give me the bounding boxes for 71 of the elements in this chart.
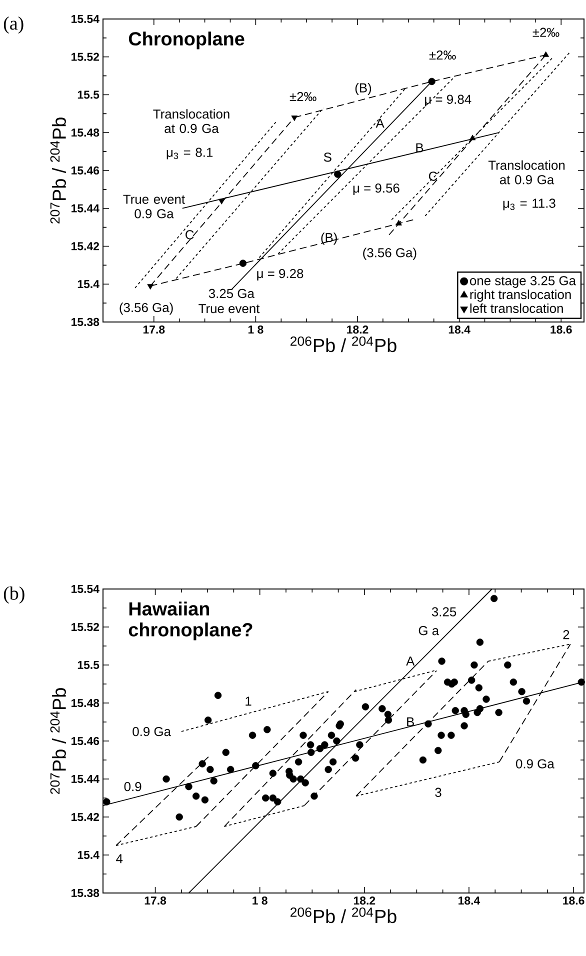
annotation: True event <box>198 304 260 314</box>
y-axis-title: $^{207}$Pb / $^{204}$Pb <box>50 688 66 794</box>
annotation: ±2‰ <box>290 92 316 102</box>
x-tick-label: 17.8 <box>143 326 165 334</box>
annotation: A <box>406 656 415 666</box>
x-axis-title: $^{206}$Pb / $^{204}$Pb <box>290 336 396 352</box>
x-tick-label: 18.6 <box>550 326 572 334</box>
annotation: ±2‰ <box>429 50 456 60</box>
y-tick-label: 15.38 <box>72 318 100 326</box>
x-tick-label: 1 8 <box>248 326 264 334</box>
annotation: (B) <box>355 82 372 96</box>
y-tick-label: 15.46 <box>72 166 100 175</box>
y-axis-title: $^{207}$Pb / $^{204}$Pb <box>50 118 66 224</box>
x-tick-label: 18.6 <box>563 896 584 905</box>
y-tick-label: 15.54 <box>72 585 100 593</box>
annotation: G a <box>418 626 440 636</box>
y-tick-label: 15.38 <box>72 888 100 898</box>
y-tick-label: 15.4 <box>78 280 100 288</box>
x-tick-label: 18.2 <box>347 326 368 334</box>
x-axis-title: $^{206}$Pb / $^{204}$Pb <box>290 907 396 924</box>
text: (b) <box>4 586 24 604</box>
y-tick-label: 15.5 <box>78 90 100 99</box>
annotation: Translocation at 0.9 Ga <box>153 109 230 134</box>
legend-label: one stage 3.25 Ga <box>470 276 576 288</box>
annotation: 0.9 Ga <box>516 759 554 768</box>
y-tick-label: 15.52 <box>72 622 100 632</box>
annotation: C <box>428 172 438 181</box>
annotation: 3.25 Ga <box>208 288 254 298</box>
annotation: A <box>376 118 384 128</box>
annotation: μ = 9.28 <box>257 268 304 280</box>
annotation: 3.25 <box>432 607 456 616</box>
annotation: Translocation at 0.9 Ga <box>488 160 565 184</box>
y-tick-label: 15.48 <box>72 698 100 708</box>
annotation: 3 <box>435 788 442 797</box>
y-tick-label: 15.42 <box>72 812 100 822</box>
annotation: 0.9 Ga <box>132 726 172 736</box>
y-tick-label: 15.44 <box>72 204 100 212</box>
annotation: C <box>186 230 194 240</box>
legend-label: right translocation <box>470 290 571 302</box>
y-tick-label: 15.52 <box>72 52 100 61</box>
x-tick-label: 18.2 <box>354 896 376 905</box>
x-tick-label: 1 8 <box>252 896 268 905</box>
y-tick-label: 15.42 <box>72 242 100 250</box>
annotation: μ = 9.56 <box>353 184 400 196</box>
annotation: 4 <box>116 854 123 864</box>
annotation: (B) <box>321 232 337 245</box>
text: (a) <box>4 16 24 34</box>
annotation: True event 0.9 Ga <box>123 194 185 218</box>
y-tick-label: 15.54 <box>72 15 100 23</box>
x-tick-label: 18.4 <box>448 326 470 334</box>
annotation: S <box>324 152 332 162</box>
annotation: (3.56 Ga) <box>120 302 173 315</box>
annotation: μ$_{3}$ = 11.3 <box>503 198 556 210</box>
y-tick-label: 15.4 <box>78 851 100 859</box>
annotation: 0.9 <box>124 782 142 792</box>
annotation: B <box>407 717 414 726</box>
annotation: ±2‰ <box>532 28 560 37</box>
annotation: (3.56 Ga) <box>363 248 416 260</box>
annotation: 2 <box>563 630 570 640</box>
legend-label: left translocation <box>470 303 563 314</box>
x-tick-label: 17.8 <box>144 896 166 905</box>
text: Chronoplane <box>128 32 244 50</box>
annotation: μ = 9.84 <box>425 94 472 106</box>
text: Hawaiian chronoplane? <box>128 602 252 640</box>
y-tick-label: 15.44 <box>72 775 100 783</box>
y-tick-label: 15.48 <box>72 128 100 137</box>
y-tick-label: 15.5 <box>78 661 100 669</box>
y-tick-label: 15.46 <box>72 736 100 746</box>
annotation: μ$_{3}$ = 8.1 <box>166 148 213 160</box>
x-tick-label: 18.4 <box>458 896 480 905</box>
annotation: 1 <box>246 696 252 706</box>
